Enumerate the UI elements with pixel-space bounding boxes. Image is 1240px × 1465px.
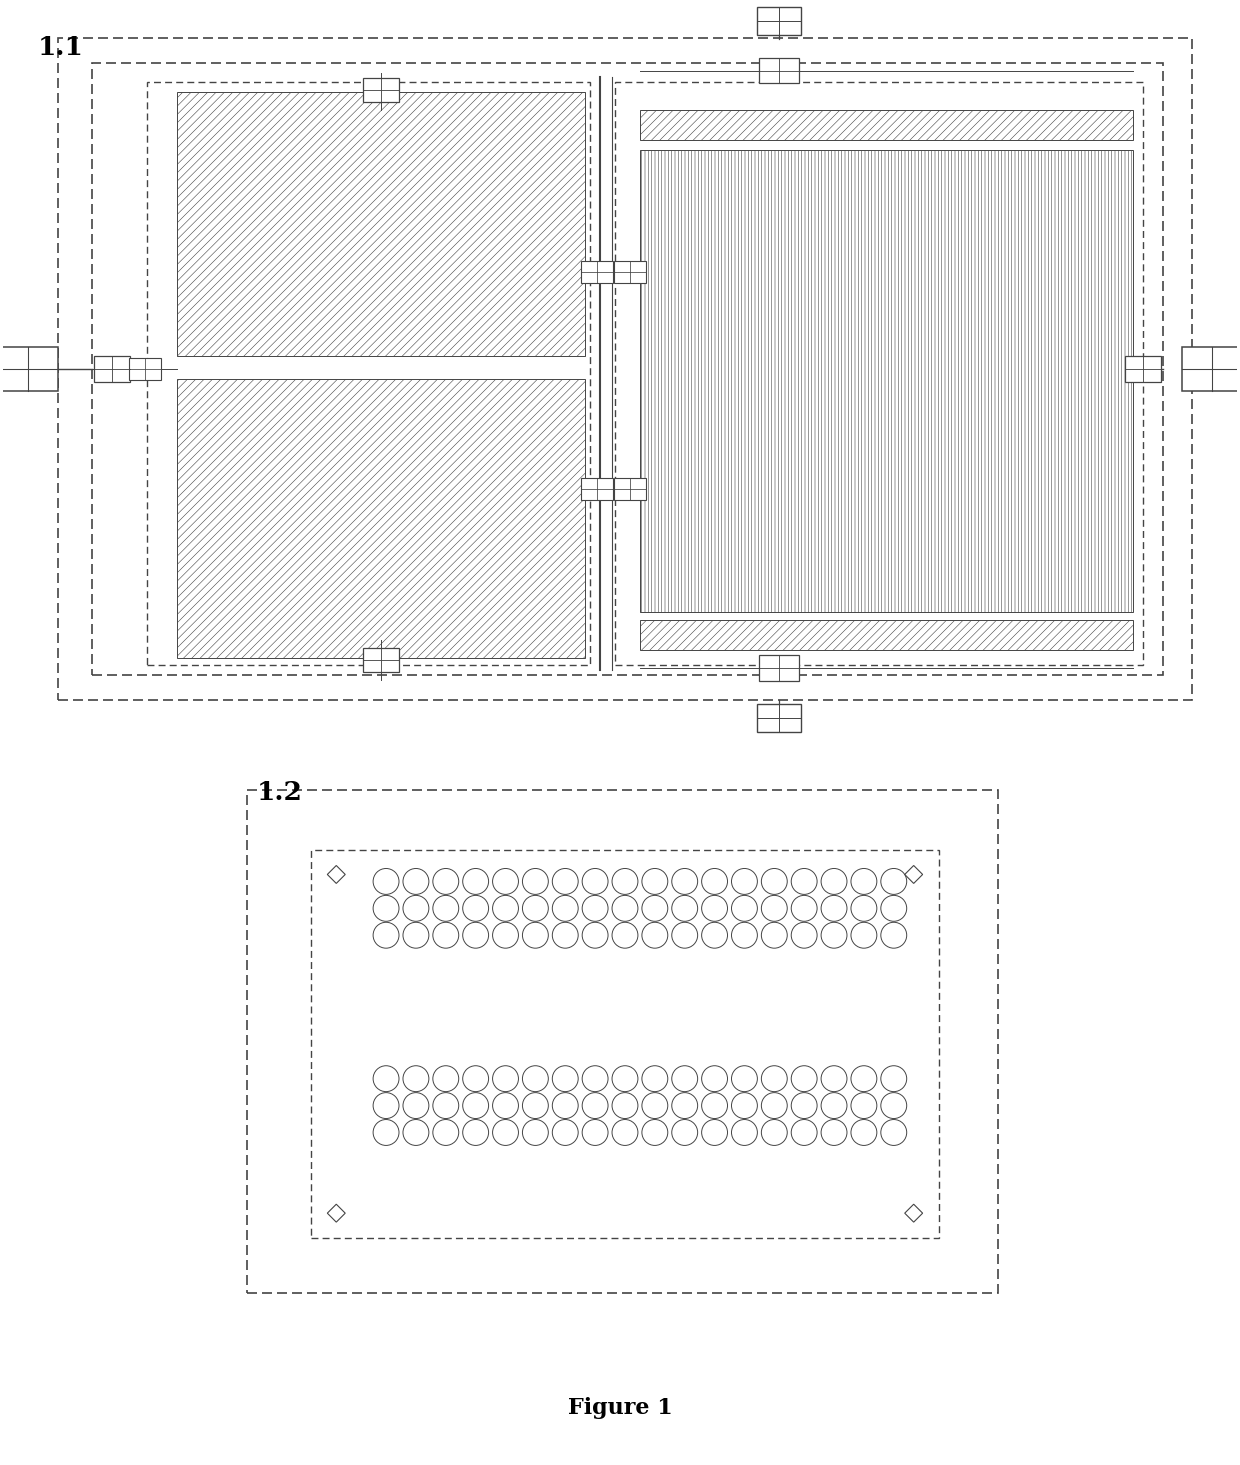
Bar — [177, 379, 585, 658]
Bar — [758, 705, 801, 732]
Bar — [363, 79, 399, 103]
Bar — [57, 38, 1193, 700]
Bar — [129, 359, 161, 381]
Bar — [614, 478, 646, 500]
Bar — [94, 356, 130, 382]
Bar — [640, 620, 1132, 650]
Bar — [148, 82, 590, 665]
Text: 1.2: 1.2 — [257, 779, 303, 804]
Bar — [582, 261, 613, 283]
Text: 1.1: 1.1 — [37, 35, 83, 60]
Bar — [758, 7, 801, 35]
Bar — [363, 649, 399, 672]
Bar — [640, 151, 1132, 612]
Bar — [614, 261, 646, 283]
Text: Figure 1: Figure 1 — [568, 1398, 672, 1420]
Bar — [1183, 347, 1240, 391]
Bar — [1125, 356, 1161, 382]
Bar — [247, 790, 998, 1294]
Bar — [582, 478, 613, 500]
Bar — [177, 92, 585, 356]
Bar — [759, 57, 800, 84]
Bar — [0, 347, 57, 391]
Bar — [615, 82, 1142, 665]
Bar — [759, 655, 800, 681]
Bar — [311, 850, 939, 1238]
Bar — [92, 63, 1163, 675]
Bar — [640, 110, 1132, 141]
